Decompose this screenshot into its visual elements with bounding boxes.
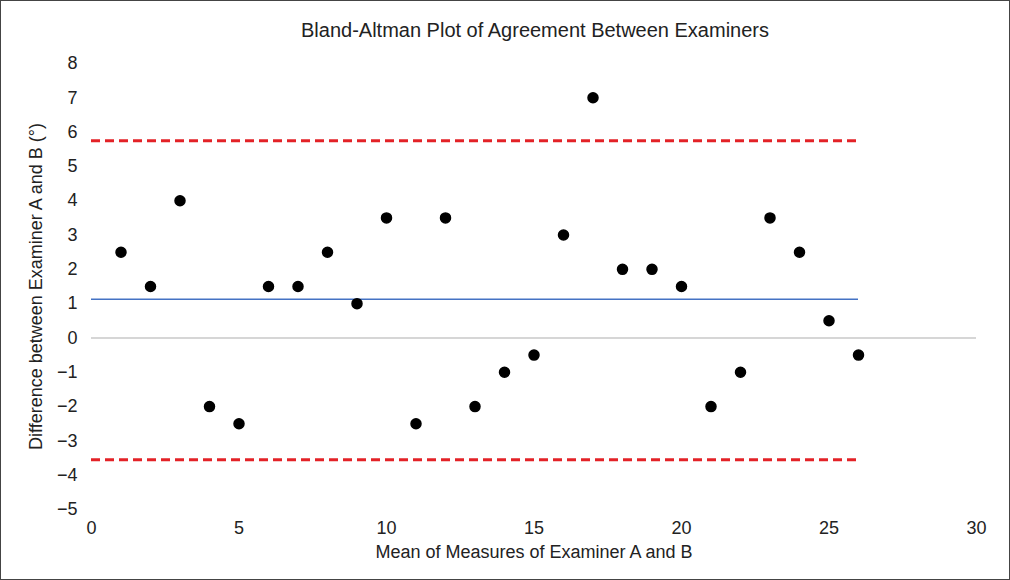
svg-text:20: 20 [671, 518, 691, 538]
svg-text:0: 0 [86, 518, 96, 538]
svg-text:30: 30 [966, 518, 986, 538]
svg-text:5: 5 [67, 156, 77, 176]
svg-text:−3: −3 [57, 431, 78, 451]
svg-text:25: 25 [819, 518, 839, 538]
svg-text:−2: −2 [57, 396, 78, 416]
svg-text:7: 7 [67, 88, 77, 108]
svg-text:Difference between Examiner A: Difference between Examiner A and B (°) [26, 123, 46, 450]
svg-text:3: 3 [67, 225, 77, 245]
svg-text:Mean of Measures of Examiner A: Mean of Measures of Examiner A and B [375, 542, 692, 562]
svg-text:4: 4 [67, 190, 77, 210]
svg-text:2: 2 [67, 259, 77, 279]
svg-text:−4: −4 [57, 465, 78, 485]
svg-text:1: 1 [67, 293, 77, 313]
svg-text:5: 5 [234, 518, 244, 538]
svg-text:−1: −1 [57, 362, 78, 382]
svg-text:0: 0 [67, 328, 77, 348]
svg-text:15: 15 [524, 518, 544, 538]
svg-text:10: 10 [376, 518, 396, 538]
svg-text:−5: −5 [57, 499, 78, 519]
html-text:Bland-Altman Plot of Agreement: Bland-Altman Plot of Agreement Between E… [301, 19, 769, 41]
svg-text:6: 6 [67, 122, 77, 142]
svg-text:8: 8 [67, 53, 77, 73]
